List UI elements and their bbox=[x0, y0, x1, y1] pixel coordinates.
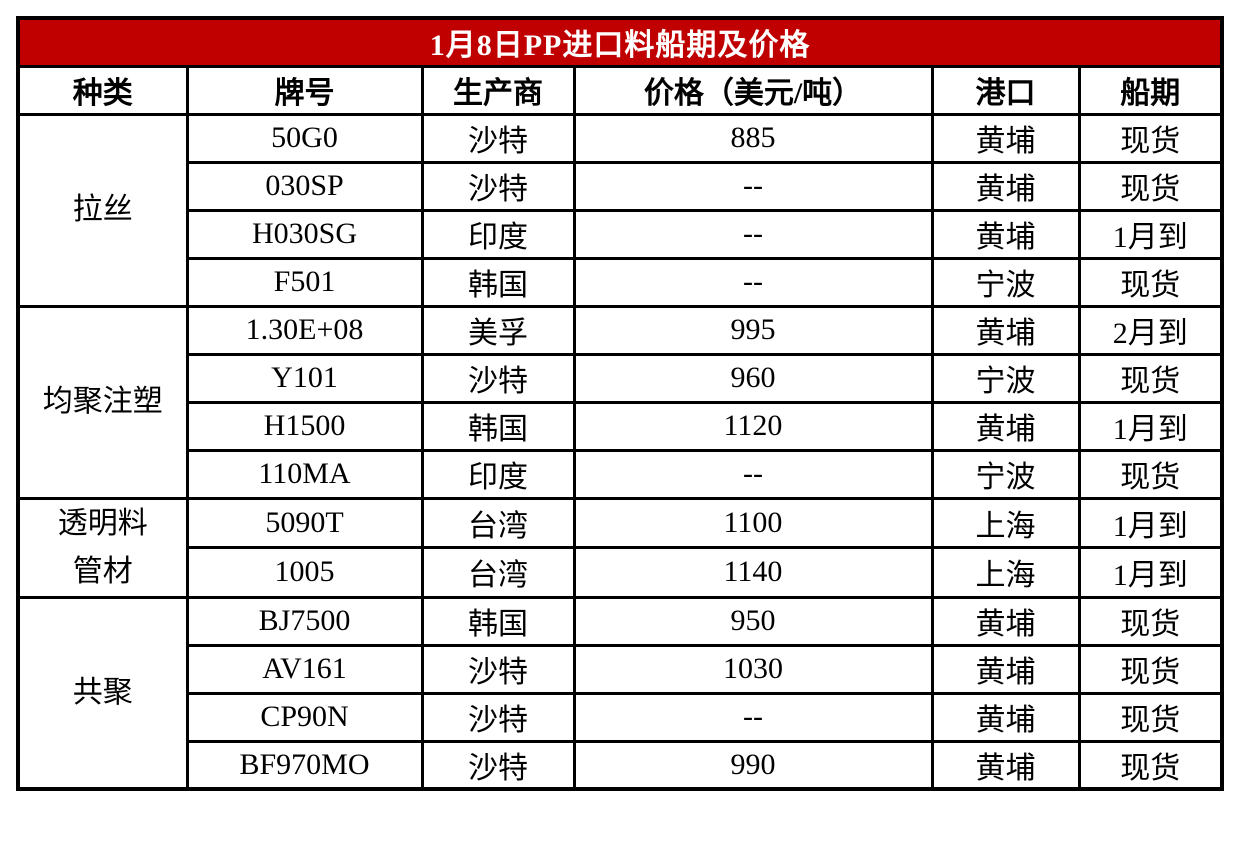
shipdate-cell: 现货 bbox=[1077, 352, 1224, 404]
port-cell: 宁波 bbox=[930, 256, 1081, 308]
port-cell: 上海 bbox=[930, 546, 1081, 599]
col-header-price: 价格（美元/吨） bbox=[572, 64, 934, 116]
price-cell: -- bbox=[572, 208, 934, 260]
grade-cell: 110MA bbox=[185, 448, 424, 500]
producer-cell: 沙特 bbox=[420, 643, 576, 695]
price-cell: 990 bbox=[572, 739, 934, 791]
price-cell: 1120 bbox=[572, 400, 934, 452]
grade-cell: H030SG bbox=[185, 208, 424, 260]
table-row: BF970MO 沙特 990 黄埔 现货 bbox=[18, 739, 1224, 791]
producer-cell: 沙特 bbox=[420, 352, 576, 404]
port-cell: 黄埔 bbox=[930, 112, 1081, 164]
category-cell: 拉丝 bbox=[16, 112, 189, 308]
port-cell: 黄埔 bbox=[930, 400, 1081, 452]
table-row: 1005 台湾 1140 上海 1月到 bbox=[18, 546, 1224, 599]
shipdate-cell: 现货 bbox=[1077, 643, 1224, 695]
category-cell: 均聚注塑 bbox=[16, 304, 189, 500]
shipdate-cell: 现货 bbox=[1077, 691, 1224, 743]
table-body: 拉丝 50G0 沙特 885 黄埔 现货 030SP 沙特 -- 黄埔 现货 H030SG 印度 -- 黄埔… bbox=[16, 112, 1224, 791]
producer-cell: 沙特 bbox=[420, 739, 576, 791]
category-cell: 透明料 管材 bbox=[16, 496, 189, 599]
producer-cell: 韩国 bbox=[420, 400, 576, 452]
price-cell: 960 bbox=[572, 352, 934, 404]
header-row: 种类 牌号 生产商 价格（美元/吨） 港口 船期 bbox=[16, 64, 1224, 116]
table-row: 均聚注塑 1.30E+08 美孚 995 黄埔 2月到 bbox=[16, 304, 1224, 500]
shipdate-cell: 1月到 bbox=[1077, 400, 1224, 452]
table-row: 030SP 沙特 -- 黄埔 现货 bbox=[18, 160, 1224, 212]
producer-cell: 印度 bbox=[420, 448, 576, 500]
col-header-producer: 生产商 bbox=[420, 64, 576, 116]
producer-cell: 沙特 bbox=[420, 691, 576, 743]
port-cell: 宁波 bbox=[930, 352, 1081, 404]
table-row: CP90N 沙特 -- 黄埔 现货 bbox=[18, 691, 1224, 743]
producer-cell: 韩国 bbox=[420, 595, 576, 647]
grade-cell: BF970MO bbox=[185, 739, 424, 791]
table-title: 1月8日PP进口料船期及价格 bbox=[16, 16, 1224, 68]
producer-cell: 沙特 bbox=[420, 160, 576, 212]
col-header-grade: 牌号 bbox=[185, 64, 424, 116]
grade-cell: AV161 bbox=[185, 643, 424, 695]
port-cell: 黄埔 bbox=[930, 643, 1081, 695]
col-header-shipdate: 船期 bbox=[1077, 64, 1224, 116]
grade-cell: H1500 bbox=[185, 400, 424, 452]
shipdate-cell: 1月到 bbox=[1077, 496, 1224, 549]
shipdate-cell: 现货 bbox=[1077, 448, 1224, 500]
port-cell: 上海 bbox=[930, 496, 1081, 549]
port-cell: 黄埔 bbox=[930, 691, 1081, 743]
price-cell: -- bbox=[572, 160, 934, 212]
shipdate-cell: 现货 bbox=[1077, 256, 1224, 308]
shipdate-cell: 现货 bbox=[1077, 160, 1224, 212]
grade-cell: 1005 bbox=[185, 546, 424, 599]
grade-cell: 1.30E+08 bbox=[185, 304, 424, 356]
grade-cell: 5090T bbox=[185, 496, 424, 549]
port-cell: 黄埔 bbox=[930, 304, 1081, 356]
col-header-category: 种类 bbox=[16, 64, 189, 116]
producer-cell: 韩国 bbox=[420, 256, 576, 308]
table-row: 110MA 印度 -- 宁波 现货 bbox=[18, 448, 1224, 500]
table-row: F501 韩国 -- 宁波 现货 bbox=[18, 256, 1224, 308]
price-cell: -- bbox=[572, 448, 934, 500]
table-row: 拉丝 50G0 沙特 885 黄埔 现货 bbox=[16, 112, 1224, 308]
producer-cell: 印度 bbox=[420, 208, 576, 260]
price-cell: 995 bbox=[572, 304, 934, 356]
shipdate-cell: 2月到 bbox=[1077, 304, 1224, 356]
category-cell: 共聚 bbox=[16, 595, 189, 791]
grade-cell: 50G0 bbox=[185, 112, 424, 164]
shipdate-cell: 1月到 bbox=[1077, 208, 1224, 260]
pp-import-price-table: 1月8日PP进口料船期及价格 种类 牌号 生产商 价格（美元/吨） 港口 船期 … bbox=[16, 16, 1225, 791]
table-row: H1500 韩国 1120 黄埔 1月到 bbox=[18, 400, 1224, 452]
producer-cell: 台湾 bbox=[420, 546, 576, 599]
port-cell: 宁波 bbox=[930, 448, 1081, 500]
shipdate-cell: 现货 bbox=[1077, 595, 1224, 647]
grade-cell: CP90N bbox=[185, 691, 424, 743]
table-row: 透明料 管材 5090T 台湾 1100 上海 1月到 bbox=[16, 496, 1224, 599]
grade-cell: BJ7500 bbox=[185, 595, 424, 647]
port-cell: 黄埔 bbox=[930, 208, 1081, 260]
grade-cell: 030SP bbox=[185, 160, 424, 212]
port-cell: 黄埔 bbox=[930, 739, 1081, 791]
grade-cell: F501 bbox=[185, 256, 424, 308]
price-cell: -- bbox=[572, 256, 934, 308]
price-cell: 885 bbox=[572, 112, 934, 164]
table-row: 共聚 BJ7500 韩国 950 黄埔 现货 bbox=[16, 595, 1224, 791]
grade-cell: Y101 bbox=[185, 352, 424, 404]
price-cell: 1140 bbox=[572, 546, 934, 599]
price-cell: 1100 bbox=[572, 496, 934, 549]
producer-cell: 美孚 bbox=[420, 304, 576, 356]
price-cell: 1030 bbox=[572, 643, 934, 695]
producer-cell: 沙特 bbox=[420, 112, 576, 164]
table-row: AV161 沙特 1030 黄埔 现货 bbox=[18, 643, 1224, 695]
port-cell: 黄埔 bbox=[930, 595, 1081, 647]
price-cell: 950 bbox=[572, 595, 934, 647]
producer-cell: 台湾 bbox=[420, 496, 576, 549]
port-cell: 黄埔 bbox=[930, 160, 1081, 212]
shipdate-cell: 现货 bbox=[1077, 112, 1224, 164]
title-row: 1月8日PP进口料船期及价格 bbox=[16, 16, 1224, 68]
col-header-port: 港口 bbox=[930, 64, 1081, 116]
shipdate-cell: 现货 bbox=[1077, 739, 1224, 791]
table-row: H030SG 印度 -- 黄埔 1月到 bbox=[18, 208, 1224, 260]
price-cell: -- bbox=[572, 691, 934, 743]
table-row: Y101 沙特 960 宁波 现货 bbox=[18, 352, 1224, 404]
shipdate-cell: 1月到 bbox=[1077, 546, 1224, 599]
